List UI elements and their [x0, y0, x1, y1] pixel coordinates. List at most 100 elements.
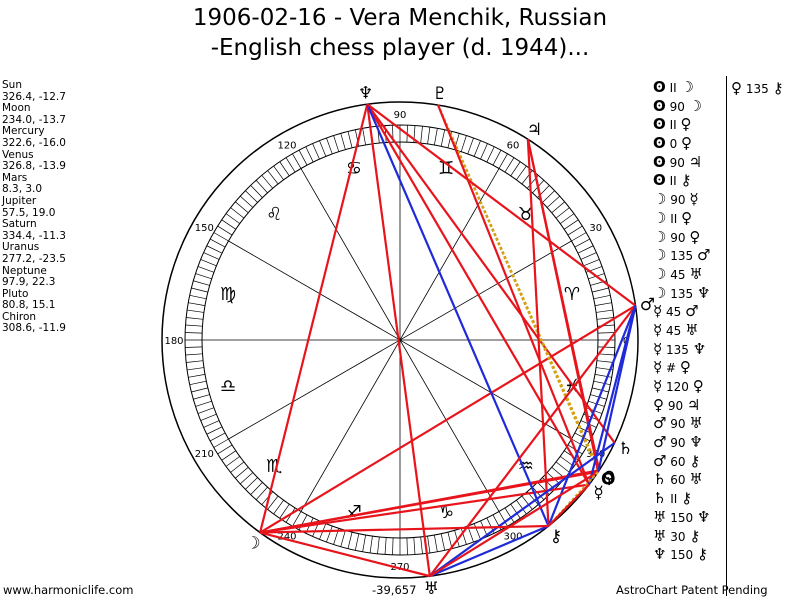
degree-tick — [559, 213, 575, 224]
aspect-row: ʘ 90 ☽ — [653, 97, 710, 116]
degree-tick — [203, 252, 220, 260]
aspect-planet1: ☽ — [653, 208, 667, 227]
chart-title-line2: -English chess player (d. 1944)... — [210, 35, 590, 61]
planet-name-venus: Venus — [2, 148, 34, 161]
degree-tick — [597, 353, 615, 356]
degree-tick — [480, 520, 488, 537]
aspect-angle: II — [666, 492, 682, 507]
aspect-row: ☿ 135 ♆ — [653, 340, 710, 359]
aspect-planet2: ⚷ — [681, 489, 693, 508]
aspect-line — [547, 483, 590, 527]
degree-tick — [185, 353, 203, 356]
degree-label: 60 — [507, 140, 520, 151]
aspect-row: ♂ 90 ♅ — [653, 414, 710, 433]
aspect-planet1: ☽ — [653, 264, 667, 283]
zodiac-sign-glyph: ♍ — [220, 284, 236, 305]
aspect-line — [429, 441, 616, 578]
planet-glyph-chiron: ⚷ — [550, 526, 562, 546]
degree-tick — [225, 213, 241, 224]
aspect-row: ☿ # ♀ — [653, 358, 710, 377]
aspect-line — [547, 305, 637, 527]
degree-tick — [245, 477, 258, 490]
planet-glyph-jupiter: ♃ — [527, 120, 542, 140]
zodiac-sign-glyph: ♌ — [266, 204, 282, 225]
degree-tick — [347, 532, 353, 549]
aspect-planet2: ♆ — [692, 339, 707, 358]
degree-tick — [574, 238, 590, 248]
planet-coords-neptune: 97.9, 22.3 — [2, 276, 56, 289]
degree-tick — [413, 537, 416, 555]
planet-coords-venus: 326.8, -13.9 — [2, 160, 66, 173]
degree-tick — [516, 499, 527, 515]
degree-tick — [193, 394, 210, 400]
aspect-row: ☽ 135 ♆ — [653, 284, 710, 303]
degree-tick — [571, 438, 587, 448]
degree-tick — [486, 146, 495, 163]
degree-tick — [279, 503, 290, 519]
degree-tick — [213, 232, 229, 242]
aspect-planet1: ☿ — [653, 302, 663, 321]
aspect-line — [437, 104, 601, 471]
aspect-line — [437, 104, 591, 485]
degree-tick — [319, 140, 327, 157]
zodiac-sign-glyph: ♒ — [518, 456, 534, 477]
aspect-planet1: ☽ — [653, 227, 667, 246]
degree-tick — [594, 302, 612, 306]
aspect-planet2: ☿ — [689, 190, 699, 209]
degree-tick — [210, 432, 226, 442]
degree-tick — [555, 207, 570, 219]
aspect-line — [429, 524, 549, 578]
degree-tick — [504, 507, 515, 523]
aspect-planet2: ☽ — [688, 96, 703, 115]
footer-credit: AstroChart Patent Pending — [616, 583, 768, 597]
zodiac-sign-glyph: ♓ — [564, 376, 580, 397]
aspect-row: ʘ II ♀ — [653, 115, 710, 134]
aspect-line — [597, 305, 637, 472]
degree-tick — [230, 207, 245, 219]
aspect-planet2: ♀ — [692, 377, 704, 395]
aspect-planet2: ♅ — [689, 414, 703, 433]
aspect-planet2: ♃ — [686, 395, 701, 414]
aspect-row: ♄ 60 ♅ — [653, 470, 710, 489]
aspect-row: ♂ 60 ⚷ — [653, 452, 710, 471]
aspect-row: ☽ 135 ♂ — [653, 246, 710, 265]
degree-tick — [189, 294, 207, 300]
degree-label: 240 — [277, 532, 296, 543]
planet-position-list: Sun 326.4, -12.7 Moon 234.0, -13.7 Mercury 32… — [2, 79, 66, 335]
degree-tick — [255, 179, 268, 194]
degree-tick — [235, 201, 249, 213]
degree-tick — [362, 534, 366, 552]
aspect-planet1: ♄ — [653, 470, 667, 489]
aspect-row: ☽ 45 ♅ — [653, 265, 710, 284]
aspect-angle: 90 — [666, 417, 690, 432]
degree-tick — [427, 536, 431, 553]
degree-tick — [420, 126, 423, 144]
aspect-angle: 60 — [666, 454, 690, 469]
degree-tick — [594, 374, 612, 378]
degree-tick — [406, 537, 408, 555]
footer-website[interactable]: www.harmoniclife.com — [3, 583, 134, 597]
degree-tick — [230, 461, 245, 473]
degree-tick — [185, 332, 203, 334]
aspect-planet1: ♆ — [653, 545, 667, 564]
chart-title-line1: 1906-02-16 - Vera Menchik, Russian — [192, 5, 608, 31]
degree-tick — [267, 170, 279, 185]
planet-coords-mercury: 322.6, -16.0 — [2, 136, 66, 149]
degree-tick — [492, 150, 502, 166]
degree-tick — [347, 131, 353, 148]
degree-tick — [245, 190, 258, 203]
aspect-planet1: ♂ — [653, 433, 667, 452]
degree-tick — [239, 195, 254, 208]
aspect-planet2: ♂ — [685, 302, 699, 321]
aspect-angle: 0 — [665, 137, 682, 152]
aspect-row: ☽ II ♀ — [653, 209, 710, 228]
aspect-planet1: ☿ — [653, 339, 663, 358]
aspect-angle: 150 — [666, 510, 697, 525]
planet-glyph-venus: ♀ — [603, 468, 615, 488]
planet-coords-pluto: 80.8, 15.1 — [2, 299, 56, 312]
planet-glyph-moon: ☽ — [245, 533, 260, 553]
degree-tick — [305, 146, 314, 163]
degree-tick — [354, 533, 360, 551]
aspect-angle: 150 — [666, 548, 697, 563]
